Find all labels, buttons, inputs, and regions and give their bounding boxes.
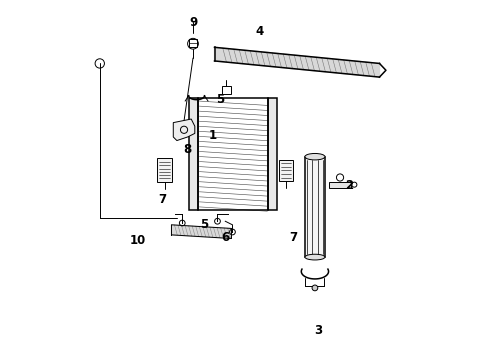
Text: 6: 6 [221,231,229,244]
Bar [189,40,197,46]
Bar [157,158,172,182]
Text: 8: 8 [183,143,192,156]
Text: 5: 5 [199,218,208,231]
Bar [222,86,231,94]
Bar [329,182,351,188]
Text: 7: 7 [290,231,297,244]
Text: 9: 9 [189,16,197,29]
Text: 3: 3 [315,324,322,337]
Bar [305,157,325,257]
Text: 4: 4 [255,25,264,38]
Circle shape [312,285,318,291]
Bar [279,159,293,181]
Text: 10: 10 [129,234,146,247]
Bar [269,98,277,211]
Bar [198,98,269,211]
Text: 1: 1 [209,129,217,142]
Text: 5: 5 [216,93,224,106]
Text: 7: 7 [158,193,167,206]
Text: 2: 2 [345,179,353,192]
Ellipse shape [305,153,325,160]
Polygon shape [172,225,231,238]
Polygon shape [173,119,195,140]
Polygon shape [215,47,379,77]
Bar [190,98,198,211]
Ellipse shape [305,254,325,260]
